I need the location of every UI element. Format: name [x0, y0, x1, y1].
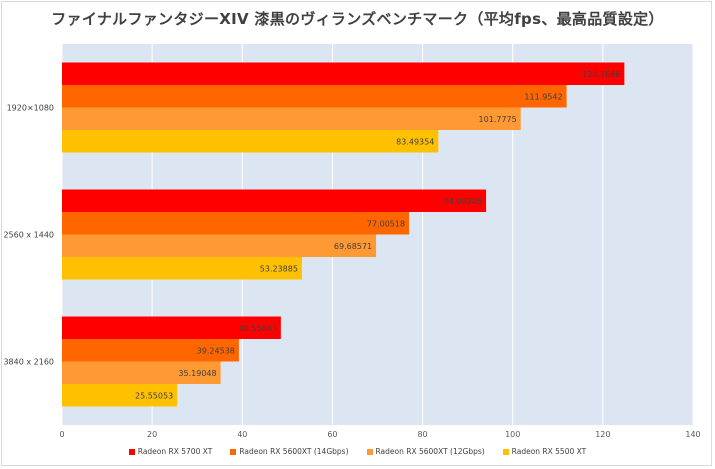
legend-label: Radeon RX 5600XT (14Gbps) — [239, 447, 349, 456]
bar-data-label: 101.7775 — [479, 115, 517, 124]
bar — [62, 107, 521, 130]
bar-data-label: 83.49354 — [396, 137, 434, 146]
bar — [62, 85, 567, 108]
bar — [62, 212, 410, 235]
legend-item: Radeon RX 5700 XT — [128, 447, 213, 456]
bar-data-label: 48.55643 — [239, 324, 277, 333]
x-tick-label: 80 — [417, 430, 427, 439]
legend: Radeon RX 5700 XT Radeon RX 5600XT (14Gbp… — [0, 447, 715, 456]
x-tick-label: 60 — [327, 430, 337, 439]
bar-data-label: 39.24538 — [197, 346, 235, 355]
bar — [62, 257, 302, 280]
legend-item: Radeon RX 5600XT (14Gbps) — [230, 447, 349, 456]
bar-data-label: 25.55053 — [135, 391, 173, 400]
bar — [62, 234, 377, 257]
bars — [62, 62, 625, 407]
bar-data-label: 111.9542 — [524, 92, 562, 101]
y-tick-label: 1920×1080 — [7, 104, 54, 113]
legend-item: Radeon RX 5500 XT — [502, 447, 587, 456]
x-tick-label: 140 — [685, 430, 700, 439]
bar — [62, 384, 178, 407]
x-tick-label: 0 — [59, 430, 64, 439]
legend-swatch — [366, 448, 373, 455]
bar-data-label: 53.23885 — [260, 264, 298, 273]
bar-data-label: 94.09205 — [444, 197, 482, 206]
bar — [62, 130, 439, 153]
y-tick-label: 3840 x 2160 — [3, 358, 54, 367]
x-tick-label: 40 — [237, 430, 247, 439]
x-tick-label: 100 — [505, 430, 520, 439]
legend-swatch — [128, 448, 135, 455]
legend-label: Radeon RX 5700 XT — [137, 447, 213, 456]
legend-item: Radeon RX 5600XT (12Gbps) — [366, 447, 485, 456]
chart-title: ファイナルファンタジーXIV 漆黒のヴィランズベンチマーク（平均fps、最高品質… — [51, 10, 664, 28]
bar-data-label: 77.00518 — [367, 219, 405, 228]
data-labels: 124.7686 111.9542 101.7775 83.49354 94.09205… — [135, 70, 620, 401]
bar — [62, 361, 221, 384]
y-axis-ticks: 1920×1080 2560 x 1440 3840 x 2160 — [3, 104, 54, 367]
bar-data-label: 69.68571 — [334, 242, 372, 251]
bar-data-label: 124.7686 — [582, 70, 620, 79]
legend-label: Radeon RX 5600XT (12Gbps) — [375, 447, 485, 456]
bar — [62, 62, 625, 85]
bar-data-label: 35.19048 — [178, 369, 216, 378]
bar — [62, 339, 239, 362]
legend-swatch — [230, 448, 237, 455]
x-tick-label: 120 — [595, 430, 610, 439]
bar — [62, 189, 487, 212]
y-tick-label: 2560 x 1440 — [3, 231, 54, 240]
legend-swatch — [502, 448, 509, 455]
x-axis-ticks: 0 20 40 60 80 100 120 140 — [59, 430, 700, 439]
legend-label: Radeon RX 5500 XT — [511, 447, 587, 456]
x-tick-label: 20 — [147, 430, 157, 439]
bar — [62, 316, 281, 339]
